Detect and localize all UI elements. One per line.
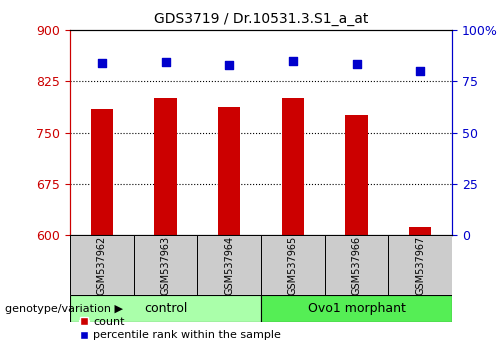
- Point: [416, 68, 424, 74]
- Bar: [409, 227, 432, 235]
- Bar: [261, 235, 324, 295]
- Text: Ovo1 morphant: Ovo1 morphant: [308, 302, 406, 315]
- Text: GSM537963: GSM537963: [160, 235, 170, 295]
- Bar: [282, 98, 304, 235]
- Bar: [90, 109, 113, 235]
- Text: GSM537967: GSM537967: [415, 235, 425, 295]
- Bar: [346, 115, 368, 235]
- Title: GDS3719 / Dr.10531.3.S1_a_at: GDS3719 / Dr.10531.3.S1_a_at: [154, 12, 368, 26]
- Bar: [134, 235, 198, 295]
- Bar: [324, 235, 388, 295]
- Point: [98, 60, 106, 65]
- Text: control: control: [144, 302, 187, 315]
- Point: [289, 58, 297, 64]
- Bar: [198, 235, 261, 295]
- Point: [225, 62, 233, 68]
- Point: [162, 59, 170, 65]
- Text: GSM537966: GSM537966: [352, 235, 362, 295]
- Bar: [388, 235, 452, 295]
- Bar: [70, 235, 134, 295]
- Point: [352, 61, 360, 67]
- Bar: [154, 98, 176, 235]
- Text: GSM537965: GSM537965: [288, 235, 298, 295]
- Bar: [261, 295, 452, 322]
- Legend: count, percentile rank within the sample: count, percentile rank within the sample: [76, 313, 286, 345]
- Text: GSM537964: GSM537964: [224, 235, 234, 295]
- Text: GSM537962: GSM537962: [97, 235, 107, 295]
- Bar: [70, 295, 261, 322]
- Bar: [218, 107, 240, 235]
- Text: genotype/variation ▶: genotype/variation ▶: [5, 303, 123, 314]
